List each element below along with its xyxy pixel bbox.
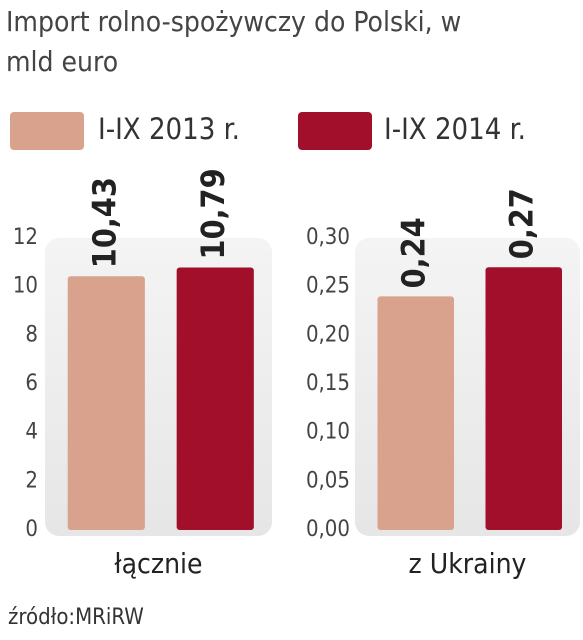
y-tick-label: 0,20	[306, 322, 350, 347]
y-tick-label: 6	[25, 371, 38, 396]
y-tick-label: 0,10	[306, 420, 350, 445]
y-tick-label: 0,00	[306, 517, 350, 542]
source: źródło:MRiRW	[8, 605, 144, 630]
bar	[67, 276, 145, 530]
value-label: 0,27	[503, 188, 541, 259]
y-tick-label: 2	[25, 468, 38, 493]
y-tick-label: 0,15	[306, 371, 350, 396]
legend-label: I-IX 2013 r.	[98, 112, 240, 146]
chart-title: Import rolno-spożywczy do Polski, w mld …	[6, 5, 462, 78]
y-tick-label: 0,30	[306, 225, 350, 250]
x-tick-label: z Ukrainy	[409, 547, 527, 580]
legend-label: I-IX 2014 r.	[384, 112, 526, 146]
y-tick-label: 0,25	[306, 274, 350, 299]
x-tick-label: łącznie	[114, 547, 202, 580]
bar	[176, 267, 254, 530]
y-tick-label: 0,05	[306, 468, 350, 493]
y-tick-label: 8	[25, 322, 38, 347]
bar	[377, 296, 454, 530]
value-label: 0,24	[395, 217, 433, 288]
bar	[485, 267, 562, 530]
y-tick-label: 0	[25, 517, 38, 542]
legend-swatch	[10, 112, 84, 150]
legend-swatch	[298, 112, 372, 150]
y-tick-label: 10	[13, 274, 38, 299]
value-label: 10,43	[85, 177, 123, 268]
y-tick-label: 4	[25, 420, 38, 445]
value-label: 10,79	[194, 168, 232, 259]
y-tick-label: 12	[13, 225, 38, 250]
